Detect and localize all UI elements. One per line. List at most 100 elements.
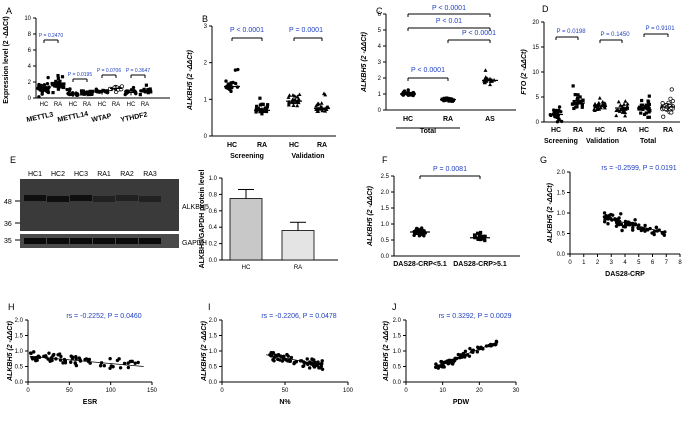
y-tick-label: 1.0 bbox=[209, 349, 218, 355]
data-point bbox=[258, 103, 263, 107]
y-tick-label: 10 bbox=[24, 16, 31, 22]
y-tick-label: 1.0 bbox=[15, 349, 24, 355]
y-tick-label: 1.5 bbox=[15, 334, 24, 340]
data-point bbox=[639, 111, 643, 115]
data-point bbox=[264, 109, 269, 114]
y-tick-label: 1.0 bbox=[381, 222, 390, 228]
data-point bbox=[468, 346, 472, 351]
data-point bbox=[45, 82, 50, 86]
data-point bbox=[90, 92, 94, 96]
y-tick-label: 0.8 bbox=[209, 192, 218, 198]
data-point bbox=[276, 357, 280, 361]
x-tick-label: 50 bbox=[282, 388, 289, 394]
data-point bbox=[286, 95, 291, 99]
y-tick-label: 0 bbox=[378, 108, 382, 114]
x-tick-label: HC bbox=[289, 142, 299, 149]
data-point bbox=[51, 91, 55, 95]
data-point bbox=[652, 232, 656, 237]
data-point bbox=[551, 108, 556, 112]
data-point bbox=[602, 101, 607, 105]
mw-marker: 35 bbox=[4, 238, 12, 245]
regression-line bbox=[266, 354, 323, 366]
panel-letter: G bbox=[540, 155, 547, 165]
data-point bbox=[290, 93, 295, 97]
group-label: YTHDF2 bbox=[120, 111, 148, 124]
panel-letter: B bbox=[202, 14, 208, 24]
x-tick-label: 7 bbox=[665, 260, 669, 266]
p-value-label: P = 0.0706 bbox=[97, 68, 121, 74]
data-point bbox=[30, 357, 35, 361]
lane-label: RA2 bbox=[120, 171, 134, 178]
panel-letter: A bbox=[6, 6, 12, 16]
data-point bbox=[572, 99, 576, 104]
data-point bbox=[439, 360, 444, 364]
data-point bbox=[614, 113, 619, 118]
data-point bbox=[475, 350, 480, 354]
data-point bbox=[231, 80, 235, 85]
x-tick-label: 100 bbox=[106, 388, 117, 394]
y-tick-label: 0.6 bbox=[209, 209, 218, 215]
data-point bbox=[45, 89, 49, 94]
data-point bbox=[645, 228, 649, 232]
x-tick-label: 8 bbox=[678, 260, 682, 266]
data-point bbox=[617, 216, 621, 220]
data-point bbox=[272, 359, 276, 363]
x-tick-label: RA bbox=[617, 127, 627, 134]
data-point bbox=[74, 363, 79, 368]
correlation-stats: rs = 0.3292, P = 0.0029 bbox=[438, 313, 511, 320]
data-point bbox=[258, 110, 262, 114]
data-point bbox=[307, 366, 312, 370]
y-tick-label: 0.0 bbox=[209, 380, 218, 386]
data-point bbox=[325, 104, 330, 109]
y-tick-label: 2.5 bbox=[381, 174, 390, 180]
y-tick-label: 6 bbox=[28, 48, 32, 54]
data-point bbox=[87, 90, 91, 95]
data-point bbox=[65, 87, 69, 92]
data-point bbox=[637, 107, 641, 111]
y-tick-label: 2.0 bbox=[209, 318, 218, 324]
data-point bbox=[316, 101, 321, 106]
x-tick-label: RA bbox=[317, 142, 327, 149]
data-point bbox=[622, 102, 627, 106]
data-point bbox=[592, 108, 597, 113]
data-point bbox=[320, 359, 324, 363]
x-tick-label: RA bbox=[573, 127, 583, 134]
data-point bbox=[401, 90, 406, 95]
y-tick-label: 1.5 bbox=[381, 206, 390, 212]
y-tick-label: 2.0 bbox=[393, 318, 402, 324]
protein-band bbox=[139, 238, 161, 244]
data-point bbox=[462, 355, 467, 359]
data-point bbox=[261, 102, 265, 106]
data-point bbox=[323, 92, 328, 97]
data-point bbox=[614, 108, 619, 113]
x-tick-label: HC bbox=[551, 127, 561, 134]
data-point bbox=[481, 234, 485, 238]
protein-label: ALKBH5 bbox=[182, 204, 209, 211]
y-tick-label: 3 bbox=[204, 24, 208, 30]
data-point bbox=[646, 115, 650, 119]
y-axis-title: ALKBH5 (2 -ΔΔCt) bbox=[367, 185, 374, 247]
data-point bbox=[554, 108, 559, 113]
data-point bbox=[280, 359, 285, 363]
data-point bbox=[115, 358, 120, 363]
data-point bbox=[593, 101, 598, 106]
data-point bbox=[295, 94, 300, 99]
data-point bbox=[581, 98, 585, 102]
p-value-label: P = 0.0001 bbox=[289, 27, 323, 34]
data-point bbox=[138, 93, 142, 97]
data-point bbox=[79, 89, 84, 93]
data-point bbox=[136, 360, 140, 365]
group-label: Total bbox=[420, 128, 436, 135]
mw-marker: 48 bbox=[4, 199, 12, 206]
data-point bbox=[324, 107, 329, 111]
data-point bbox=[602, 211, 607, 215]
x-tick-label: 6 bbox=[651, 260, 655, 266]
data-point bbox=[476, 345, 480, 349]
y-tick-label: 0.0 bbox=[15, 380, 24, 386]
data-point bbox=[149, 90, 153, 94]
y-tick-label: 0.4 bbox=[209, 225, 218, 231]
data-point bbox=[229, 89, 233, 94]
data-point bbox=[258, 96, 262, 100]
protein-band bbox=[70, 238, 92, 244]
